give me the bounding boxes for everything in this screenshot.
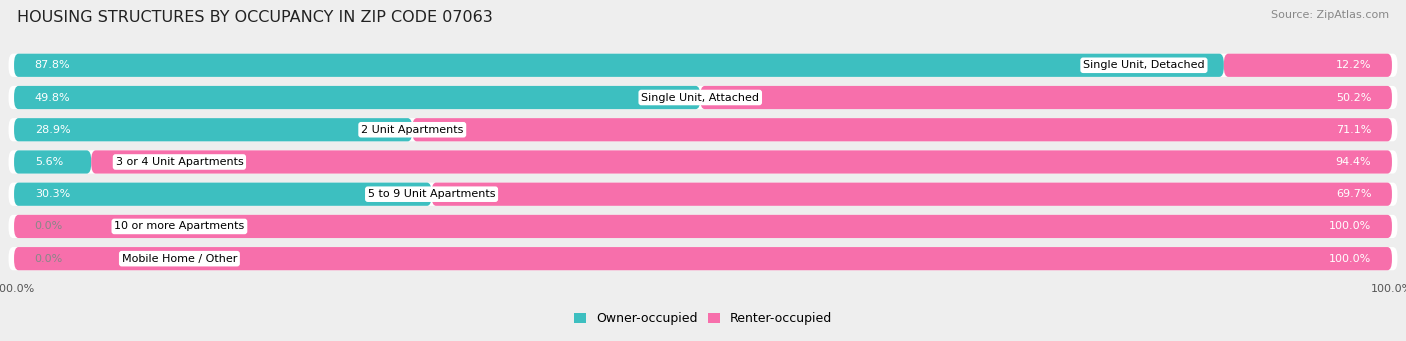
Text: 10 or more Apartments: 10 or more Apartments bbox=[114, 221, 245, 232]
Text: 5 to 9 Unit Apartments: 5 to 9 Unit Apartments bbox=[368, 189, 495, 199]
Text: 49.8%: 49.8% bbox=[35, 92, 70, 103]
Text: 5.6%: 5.6% bbox=[35, 157, 63, 167]
FancyBboxPatch shape bbox=[14, 150, 91, 174]
FancyBboxPatch shape bbox=[14, 182, 432, 206]
FancyBboxPatch shape bbox=[8, 150, 1398, 174]
FancyBboxPatch shape bbox=[700, 86, 1392, 109]
FancyBboxPatch shape bbox=[14, 215, 1392, 238]
Text: 30.3%: 30.3% bbox=[35, 189, 70, 199]
Legend: Owner-occupied, Renter-occupied: Owner-occupied, Renter-occupied bbox=[574, 312, 832, 325]
Text: 71.1%: 71.1% bbox=[1336, 125, 1371, 135]
Text: 0.0%: 0.0% bbox=[35, 254, 63, 264]
FancyBboxPatch shape bbox=[1223, 54, 1392, 77]
Text: 50.2%: 50.2% bbox=[1336, 92, 1371, 103]
Text: 100.0%: 100.0% bbox=[1329, 254, 1371, 264]
FancyBboxPatch shape bbox=[8, 118, 1398, 142]
Text: Single Unit, Detached: Single Unit, Detached bbox=[1083, 60, 1205, 70]
Text: 100.0%: 100.0% bbox=[1329, 221, 1371, 232]
FancyBboxPatch shape bbox=[14, 118, 412, 142]
Text: 28.9%: 28.9% bbox=[35, 125, 70, 135]
FancyBboxPatch shape bbox=[8, 215, 1398, 238]
FancyBboxPatch shape bbox=[8, 86, 1398, 109]
FancyBboxPatch shape bbox=[91, 150, 1392, 174]
FancyBboxPatch shape bbox=[8, 247, 1398, 270]
Text: Mobile Home / Other: Mobile Home / Other bbox=[122, 254, 238, 264]
Text: 69.7%: 69.7% bbox=[1336, 189, 1371, 199]
Text: 12.2%: 12.2% bbox=[1336, 60, 1371, 70]
FancyBboxPatch shape bbox=[412, 118, 1392, 142]
Text: 3 or 4 Unit Apartments: 3 or 4 Unit Apartments bbox=[115, 157, 243, 167]
FancyBboxPatch shape bbox=[14, 86, 700, 109]
Text: Source: ZipAtlas.com: Source: ZipAtlas.com bbox=[1271, 10, 1389, 20]
Text: 87.8%: 87.8% bbox=[35, 60, 70, 70]
Text: 0.0%: 0.0% bbox=[35, 221, 63, 232]
FancyBboxPatch shape bbox=[8, 54, 1398, 77]
Text: 94.4%: 94.4% bbox=[1336, 157, 1371, 167]
FancyBboxPatch shape bbox=[432, 182, 1392, 206]
FancyBboxPatch shape bbox=[8, 182, 1398, 206]
Text: Single Unit, Attached: Single Unit, Attached bbox=[641, 92, 759, 103]
FancyBboxPatch shape bbox=[14, 247, 1392, 270]
Text: 2 Unit Apartments: 2 Unit Apartments bbox=[361, 125, 464, 135]
FancyBboxPatch shape bbox=[14, 54, 1223, 77]
Text: HOUSING STRUCTURES BY OCCUPANCY IN ZIP CODE 07063: HOUSING STRUCTURES BY OCCUPANCY IN ZIP C… bbox=[17, 10, 492, 25]
